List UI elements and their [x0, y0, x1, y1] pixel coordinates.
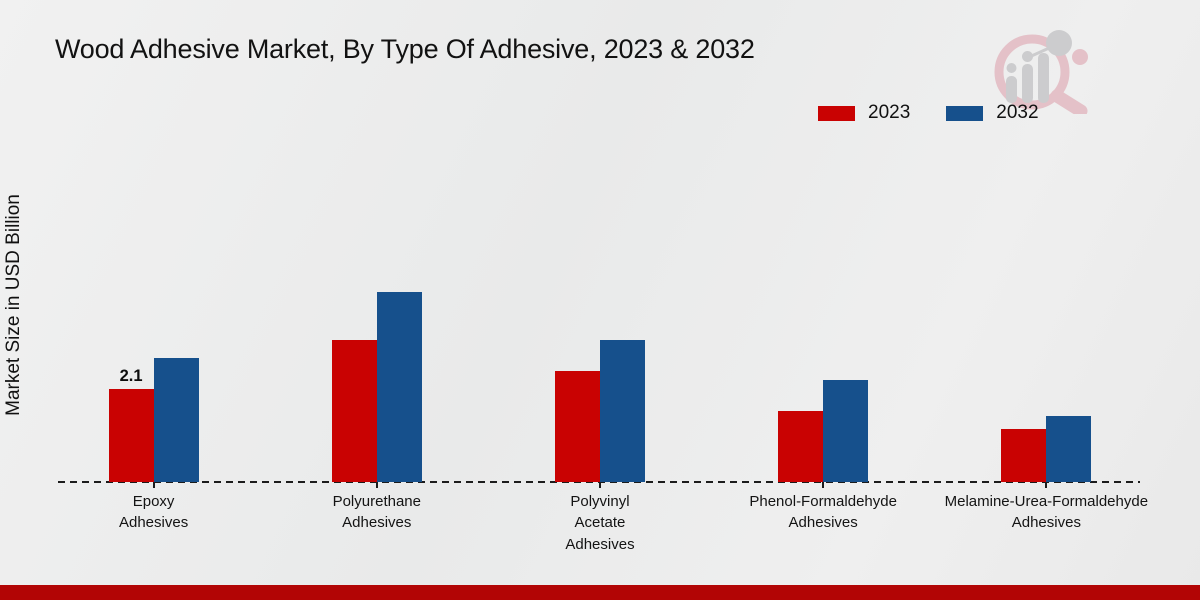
bar-2023	[778, 411, 824, 482]
category-label: Epoxy Adhesives	[118, 493, 189, 532]
chart-title: Wood Adhesive Market, By Type Of Adhesiv…	[55, 34, 755, 64]
category-label: Melamine-Urea-Formaldehyde Adhesives	[944, 493, 1149, 532]
category-label: Phenol-Formaldehyde Adhesives	[749, 493, 897, 532]
legend: 2023 2032	[818, 102, 1039, 124]
legend-label-2023: 2023	[868, 102, 911, 123]
bar-2023	[1001, 429, 1047, 482]
category-tick	[152, 482, 155, 488]
footer-bar	[0, 585, 1200, 600]
category-tick	[598, 482, 601, 488]
logo-bar-medium	[1022, 64, 1033, 103]
bar-2023	[108, 389, 154, 482]
bar-group: Polyurethane Adhesives	[265, 0, 488, 555]
bar-2032	[376, 292, 422, 482]
logo-pink-dot	[1072, 49, 1088, 65]
category-label: Polyurethane Adhesives	[332, 493, 421, 532]
y-axis-label: Market Size in USD Billion	[3, 194, 24, 416]
category-label: Polyvinyl Acetate Adhesives	[565, 493, 635, 553]
legend-swatch-2032	[946, 105, 984, 121]
bar-2023	[331, 340, 377, 482]
legend-item-2032: 2032	[946, 102, 1039, 124]
category-tick	[822, 482, 825, 488]
bar-2023	[554, 371, 600, 482]
bar-group: Phenol-Formaldehyde Adhesives	[712, 0, 935, 555]
logo-bar-tall	[1038, 53, 1049, 103]
legend-label-2032: 2032	[996, 102, 1039, 123]
magnifier-handle	[1050, 89, 1088, 114]
bar-2032	[1046, 416, 1092, 482]
bar-group: 2.1 Epoxy Adhesives	[42, 0, 265, 555]
logo-dot-small	[1006, 63, 1017, 73]
bar-group: Polyvinyl Acetate Adhesives	[488, 0, 711, 555]
bar-2032	[823, 380, 869, 482]
bar-group: Melamine-Urea-Formaldehyde Adhesives	[935, 0, 1158, 555]
category-tick	[1045, 482, 1048, 488]
market-research-chart-magnifier-logo	[994, 30, 1088, 114]
bar-groups: 2.1 Epoxy Adhesives Polyurethane Adhesives Po…	[42, 0, 1158, 555]
category-tick	[375, 482, 378, 488]
logo-bar-short	[1006, 76, 1017, 103]
legend-item-2023: 2023	[818, 102, 910, 124]
logo-dot-large	[1046, 30, 1072, 56]
bar-2032	[599, 340, 645, 482]
magnifier-ring	[994, 34, 1070, 110]
logo-dot-medium	[1022, 51, 1033, 62]
bar-value-label: 2.1	[119, 367, 143, 385]
legend-swatch-2023	[818, 105, 855, 121]
bar-2032	[153, 358, 199, 482]
